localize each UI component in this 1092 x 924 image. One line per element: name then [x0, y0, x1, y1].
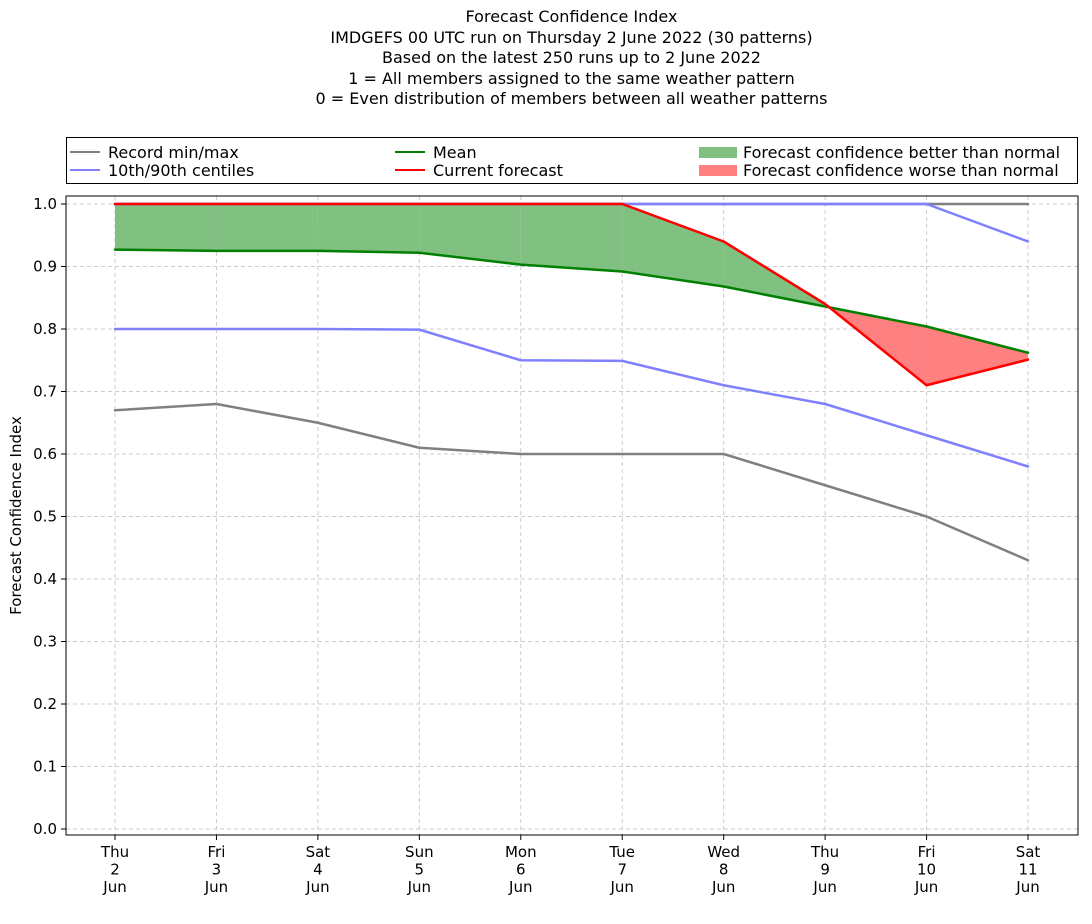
- legend-label: Forecast confidence worse than normal: [743, 160, 1059, 180]
- legend-swatch: [70, 151, 100, 153]
- fill-better: [115, 204, 217, 251]
- series-lines: [113, 202, 1030, 562]
- x-tick-label: 10: [917, 861, 936, 879]
- plot-frame: [65, 195, 1079, 836]
- legend-swatch: [699, 146, 737, 158]
- y-tick-label: 0.3: [33, 633, 57, 651]
- x-tick-label: Jun: [711, 878, 735, 896]
- x-tick-label: Sat: [306, 843, 331, 861]
- x-axis: Thu2JunFri3JunSat4JunSun5JunMon6JunTue7J…: [100, 835, 1041, 896]
- series-line-record-min: [113, 402, 1030, 562]
- fill-better: [419, 204, 521, 265]
- x-tick-label: Jun: [914, 878, 938, 896]
- legend-item-mean: Mean: [395, 142, 477, 162]
- y-tick-label: 0.8: [33, 320, 57, 338]
- series-line-current: [113, 202, 1030, 387]
- series-line-mean: [113, 248, 1030, 354]
- title-line: Based on the latest 250 runs up to 2 Jun…: [382, 48, 761, 67]
- legend-item-better: Forecast confidence better than normal: [699, 142, 1061, 162]
- y-tick-label: 0.5: [33, 508, 57, 526]
- y-tick-label: 0.9: [33, 258, 57, 276]
- y-tick-label: 0.1: [33, 758, 57, 776]
- x-tick-label: Tue: [608, 843, 635, 861]
- title-line: 1 = All members assigned to the same wea…: [348, 68, 795, 88]
- x-tick-label: Jun: [102, 878, 126, 896]
- x-tick-label: 8: [719, 861, 729, 879]
- fill-worse: [926, 326, 1028, 386]
- x-tick-label: Sun: [405, 843, 434, 861]
- y-axis: 0.0 0.1 0.2 0.3 0.4 0.5 0.6 0.7 0.8 0.9 1.0: [33, 195, 66, 838]
- legend-item-current: Current forecast: [395, 160, 563, 180]
- series-line-p10: [113, 327, 1030, 468]
- legend-swatch: [70, 169, 100, 171]
- legend-label: 10th/90th centiles: [108, 160, 255, 180]
- x-tick-label: Jun: [610, 878, 634, 896]
- title-line: IMDGEFS 00 UTC run on Thursday 2 June 20…: [330, 27, 813, 47]
- x-tick-label: Jun: [1015, 878, 1039, 896]
- legend-label: Mean: [433, 142, 477, 162]
- x-tick-label: Fri: [208, 843, 226, 861]
- x-tick-label: 7: [617, 861, 627, 879]
- legend-swatch: [699, 164, 737, 176]
- x-tick-label: Jun: [204, 878, 228, 896]
- legend-item-record: Record min/max: [70, 142, 239, 162]
- title-line: 0 = Even distribution of members between…: [315, 89, 828, 108]
- legend-item-centiles: 10th/90th centiles: [70, 160, 255, 180]
- y-tick-label: 1.0: [33, 195, 57, 213]
- x-tick-label: 3: [212, 861, 222, 879]
- x-tick-label: 5: [415, 861, 425, 879]
- y-tick-label: 0.7: [33, 383, 57, 401]
- legend-swatch: [395, 169, 425, 171]
- legend-label: Forecast confidence better than normal: [743, 142, 1061, 162]
- y-tick-label: 0.2: [33, 695, 57, 713]
- x-tick-label: 11: [1018, 861, 1037, 879]
- x-tick-label: Jun: [508, 878, 532, 896]
- x-tick-label: Fri: [918, 843, 936, 861]
- x-tick-label: Jun: [812, 878, 836, 896]
- x-tick-label: 4: [313, 861, 323, 879]
- fill-better: [216, 204, 318, 251]
- x-tick-label: Thu: [100, 843, 129, 861]
- y-tick-label: 0.6: [33, 445, 57, 463]
- legend-item-worse: Forecast confidence worse than normal: [699, 160, 1059, 180]
- legend-swatch: [395, 151, 425, 153]
- x-tick-label: Wed: [707, 843, 740, 861]
- fill-better: [520, 204, 623, 272]
- legend-label: Record min/max: [108, 142, 239, 162]
- y-tick-label: 0.4: [33, 570, 57, 588]
- x-tick-label: Jun: [305, 878, 329, 896]
- fill-better: [622, 204, 724, 287]
- y-tick-label: 0.0: [33, 820, 57, 838]
- fill-better: [317, 204, 420, 253]
- chart-title: Forecast Confidence Index IMDGEFS 00 UTC…: [0, 7, 1092, 110]
- y-axis-label: Forecast Confidence Index: [7, 416, 25, 615]
- x-tick-label: 6: [516, 861, 526, 879]
- legend: Record min/max 10th/90th centiles Mean C…: [66, 137, 1078, 184]
- title-line: Forecast Confidence Index: [465, 7, 678, 26]
- x-tick-label: Thu: [810, 843, 839, 861]
- x-tick-label: Mon: [505, 843, 537, 861]
- x-tick-label: 2: [110, 861, 120, 879]
- legend-label: Current forecast: [433, 160, 563, 180]
- x-tick-label: Jun: [407, 878, 431, 896]
- x-tick-label: 9: [820, 861, 830, 879]
- x-tick-label: Sat: [1016, 843, 1041, 861]
